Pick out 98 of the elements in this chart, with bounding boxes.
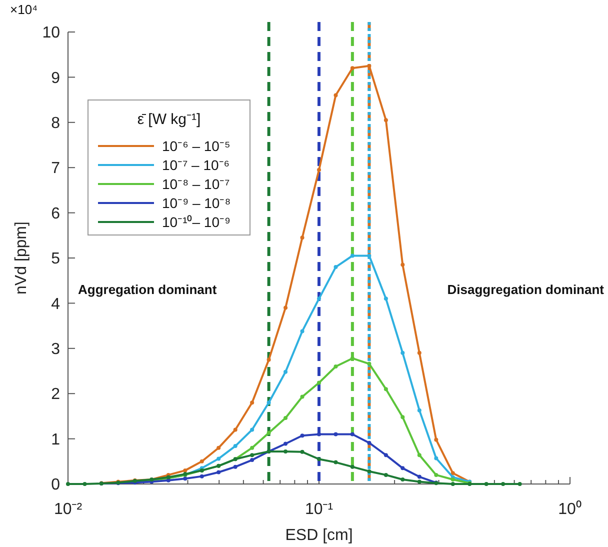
point <box>450 482 455 486</box>
point <box>334 460 338 464</box>
point <box>334 364 338 368</box>
point <box>450 471 455 476</box>
point <box>317 168 321 172</box>
point <box>284 449 288 454</box>
point <box>417 350 422 355</box>
point <box>317 296 321 301</box>
point <box>400 415 405 420</box>
point <box>266 400 271 405</box>
point <box>417 474 422 479</box>
y-tick-label: 5 <box>51 250 60 268</box>
point <box>501 482 506 486</box>
point <box>350 356 354 360</box>
point <box>367 362 372 366</box>
point <box>216 446 221 450</box>
point <box>384 296 388 301</box>
point <box>367 469 372 474</box>
point <box>417 480 422 484</box>
point <box>200 474 204 478</box>
point <box>317 380 321 385</box>
legend-label: 10⁻⁶ – 10⁻⁵ <box>162 138 230 154</box>
point <box>317 432 321 436</box>
point <box>484 482 488 486</box>
point <box>250 446 254 450</box>
point <box>317 457 321 462</box>
point <box>183 476 188 481</box>
point <box>334 432 338 436</box>
point <box>250 458 254 462</box>
point <box>300 434 304 438</box>
y-axis-title: nVd [ppm] <box>13 222 30 294</box>
point <box>350 254 354 258</box>
point <box>250 428 254 432</box>
legend-label: 10⁻⁸ – 10⁻⁷ <box>162 176 230 192</box>
point <box>300 236 304 240</box>
point <box>367 254 372 258</box>
point <box>350 464 354 469</box>
point <box>216 470 221 474</box>
point <box>233 428 238 432</box>
y-tick-label: 7 <box>51 160 60 178</box>
annotation: Aggregation dominant <box>78 282 218 298</box>
point <box>284 442 288 446</box>
point <box>250 400 254 405</box>
point <box>384 453 388 458</box>
y-tick-label: 0 <box>51 476 60 494</box>
x-tick-label: 10⁻¹ <box>304 501 334 518</box>
x-tick-label: 10⁻² <box>54 501 83 518</box>
point <box>367 64 372 68</box>
point <box>266 430 271 435</box>
point <box>518 482 522 486</box>
point <box>266 358 271 362</box>
point <box>284 416 288 420</box>
point <box>350 432 354 436</box>
point <box>384 472 388 477</box>
y-tick-label: 1 <box>51 431 60 448</box>
point <box>334 93 338 98</box>
point <box>300 450 304 454</box>
point <box>300 394 304 399</box>
point <box>400 477 405 482</box>
point <box>284 306 288 310</box>
point <box>417 453 422 458</box>
point <box>334 265 338 270</box>
legend-label: 10⁻⁹ – 10⁻⁸ <box>162 194 231 211</box>
point <box>216 456 221 461</box>
point <box>233 444 238 448</box>
text: ×10⁴ <box>10 2 38 17</box>
point <box>200 459 204 464</box>
x-axis-title: ESD [cm] <box>285 527 353 544</box>
point <box>384 387 388 392</box>
point <box>434 456 438 460</box>
point <box>250 453 254 458</box>
point <box>417 408 422 412</box>
point <box>434 438 438 442</box>
point <box>82 482 87 486</box>
y-tick-label: 9 <box>51 70 60 87</box>
x-tick-label: 10⁰ <box>558 500 582 518</box>
point <box>300 329 304 334</box>
point <box>233 464 238 469</box>
point <box>350 66 354 70</box>
y-tick-label: 10 <box>42 24 60 42</box>
y-tick-label: 2 <box>51 386 60 404</box>
y-tick-label: 8 <box>51 115 60 132</box>
point <box>400 350 405 355</box>
legend-label: 10⁻⁷ – 10⁻⁶ <box>162 156 230 173</box>
point <box>434 472 438 477</box>
point <box>384 118 388 122</box>
point <box>183 468 188 472</box>
legend-title: ε̄ [W kg⁻¹] <box>137 111 201 128</box>
y-tick-label: 6 <box>51 205 60 222</box>
point <box>400 466 405 470</box>
point <box>400 262 405 267</box>
legend-label: 10⁻¹⁰– 10⁻⁹ <box>162 214 230 230</box>
point <box>284 370 288 374</box>
y-tick-label: 3 <box>51 341 60 358</box>
annotation: Disaggregation dominant <box>447 282 605 298</box>
point <box>367 440 372 445</box>
point <box>66 482 70 486</box>
y-tick-label: 4 <box>51 296 60 313</box>
